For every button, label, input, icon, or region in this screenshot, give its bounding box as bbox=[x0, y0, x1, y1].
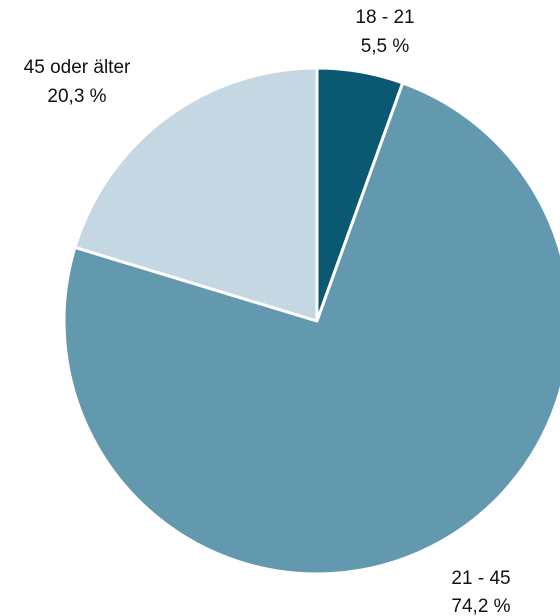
slice-label-3: 45 oder älter bbox=[24, 57, 131, 78]
pie-slices bbox=[62, 66, 560, 576]
slice-labels: 18 - 21 5,5 % 21 - 45 74,2 % 45 oder älter 20… bbox=[24, 7, 511, 616]
slice-label-1: 18 - 21 bbox=[355, 7, 414, 28]
slice-value-label-3: 20,3 % bbox=[47, 86, 106, 107]
pie-slice-2 bbox=[62, 81, 560, 576]
pie-slice-3 bbox=[73, 66, 319, 323]
slice-label-2: 21 - 45 bbox=[451, 568, 510, 589]
slice-value-label-2: 74,2 % bbox=[451, 596, 510, 616]
slice-value-label-1: 5,5 % bbox=[361, 36, 410, 57]
